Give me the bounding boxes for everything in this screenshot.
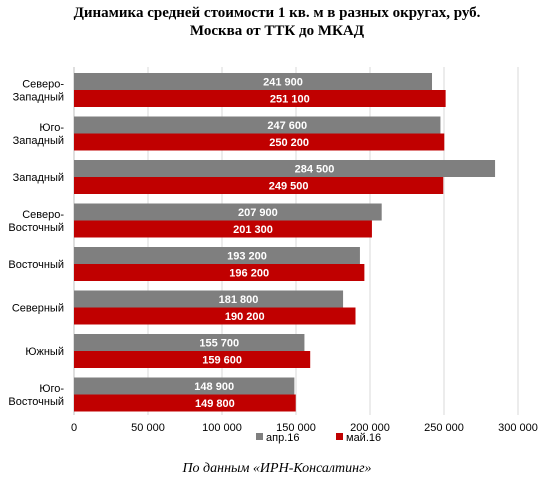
legend-swatch (256, 433, 263, 440)
category-label: Южный (25, 346, 64, 358)
bar (74, 351, 311, 368)
data-label: 155 700 (199, 338, 239, 350)
category-label: Западный (13, 135, 64, 147)
chart-subtitle: Москва от ТТК до МКАД (189, 23, 365, 39)
bar (74, 394, 296, 412)
legend-label: апр.16 (266, 432, 299, 444)
x-tick-label: 300 000 (498, 422, 538, 434)
data-label: 284 500 (295, 164, 335, 176)
data-label: 159 600 (202, 355, 242, 367)
bar (74, 203, 382, 221)
bar (74, 307, 356, 325)
bar (74, 116, 441, 134)
data-label: 149 800 (195, 398, 235, 410)
bar (74, 177, 444, 194)
bar (74, 377, 295, 395)
data-label: 201 300 (233, 224, 273, 236)
data-label: 190 200 (225, 311, 265, 323)
data-label: 250 200 (269, 137, 309, 149)
chart-title: Динамика средней стоимости 1 кв. м в раз… (73, 5, 481, 21)
bar (74, 73, 433, 90)
bar (74, 133, 445, 151)
x-tick-label: 200 000 (350, 422, 390, 434)
category-label: Северный (12, 303, 64, 315)
x-tick-label: 150 000 (276, 422, 316, 434)
data-label: 193 200 (227, 251, 267, 263)
category-label: Западный (13, 172, 64, 184)
bar-chart: 0 50 000 100 000 150 000 200 000 250 000 300 0… (8, 67, 538, 444)
category-label: Северо- (22, 209, 64, 221)
data-label: 207 900 (238, 207, 278, 219)
data-label: 247 600 (267, 120, 307, 132)
bar (74, 334, 305, 351)
bar (74, 247, 360, 264)
bar (74, 264, 365, 281)
bar (74, 90, 446, 107)
data-label: 148 900 (194, 381, 234, 393)
category-label: Западный (13, 92, 64, 104)
data-label: 181 800 (219, 294, 259, 306)
category-label: Восточный (8, 259, 64, 271)
x-tick-label: 250 000 (424, 422, 464, 434)
category-label: Восточный (8, 222, 64, 234)
x-tick-label: 50 000 (131, 422, 165, 434)
bar (74, 160, 496, 177)
category-label: Юго- (39, 383, 64, 395)
data-label: 251 100 (270, 94, 310, 106)
bar (74, 220, 372, 238)
legend-swatch (336, 433, 343, 440)
bar (74, 290, 344, 308)
data-label: 196 200 (229, 268, 269, 280)
x-tick-label: 100 000 (202, 422, 242, 434)
category-label: Северо- (22, 79, 64, 91)
legend-label: май.16 (346, 432, 381, 444)
x-tick-label: 0 (71, 422, 77, 434)
category-label: Юго- (39, 122, 64, 134)
category-label: Восточный (8, 396, 64, 408)
data-label: 249 500 (269, 181, 309, 193)
source-note: По данным «ИРН-Консалтинг» (182, 461, 372, 476)
data-label: 241 900 (263, 77, 303, 89)
